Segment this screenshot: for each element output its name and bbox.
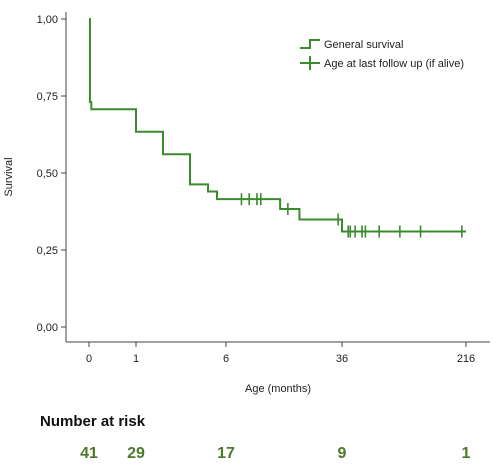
x-axis-label: Age (months) xyxy=(245,383,311,395)
y-tick-label: 0,25 xyxy=(37,245,58,257)
y-tick-label: 0,75 xyxy=(37,91,58,103)
legend-survival-label: General survival xyxy=(324,39,403,51)
y-tick-label: 0,50 xyxy=(37,168,58,180)
x-tick-label: 0 xyxy=(86,353,92,365)
y-axis-label: Survival xyxy=(3,157,15,196)
x-tick-label: 36 xyxy=(336,353,348,365)
number-at-risk-value: 29 xyxy=(127,445,145,462)
legend-censor-label: Age at last follow up (if alive) xyxy=(324,58,464,70)
number-at-risk-value: 17 xyxy=(217,445,235,462)
number-at-risk-value: 1 xyxy=(461,445,471,462)
x-tick-label: 1 xyxy=(133,353,139,365)
x-tick-label: 216 xyxy=(457,353,475,365)
legend-survival-symbol xyxy=(300,39,320,49)
number-at-risk-value: 9 xyxy=(337,445,347,462)
y-tick-label: 1,00 xyxy=(37,14,58,26)
number-at-risk-value: 41 xyxy=(80,445,98,462)
survival-chart: 0,00 0,25 0,50 0,75 1,00 0 1 6 36 216 Age (months)… xyxy=(3,12,490,395)
x-tick-label: 6 xyxy=(223,353,229,365)
number-at-risk-title: Number at risk xyxy=(40,413,146,430)
y-tick-label: 0,00 xyxy=(37,322,58,334)
survival-step-line xyxy=(88,18,466,233)
